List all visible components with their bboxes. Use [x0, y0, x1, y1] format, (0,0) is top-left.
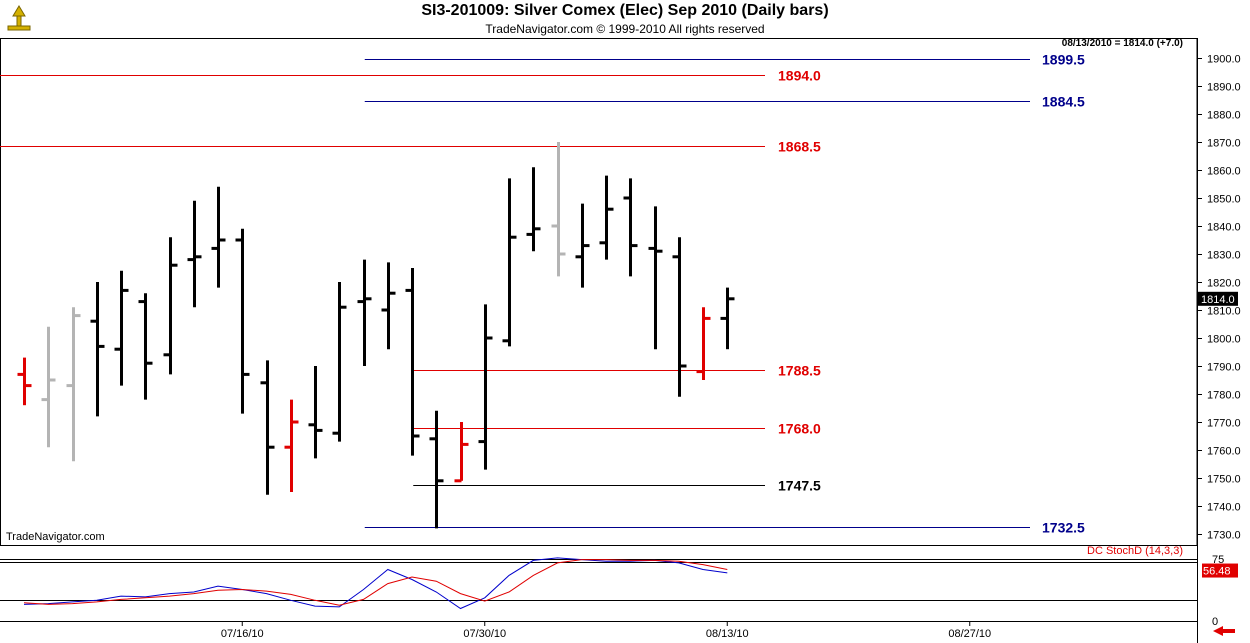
- stochastic-line-red: [23, 559, 728, 606]
- date-axis: 07/16/10 07/30/10 08/13/10 08/27/10: [221, 621, 1235, 640]
- ohlc-bar: [41, 326, 56, 448]
- price-tick-label: 1850.0: [1207, 194, 1241, 206]
- stochastic-tick-label: 75: [1212, 554, 1224, 566]
- ohlc-bar: [478, 304, 493, 470]
- ohlc-bar: [551, 142, 566, 277]
- price-tick-label: 1890.0: [1207, 82, 1241, 94]
- price-axis: 1730.0 1740.0 1750.0 1760.0 1770.0 1780.0 1790…: [6, 38, 1241, 543]
- date-tick-label: 08/13/10: [706, 628, 749, 640]
- ohlc-bar: [235, 228, 250, 414]
- ohlc-bar: [17, 357, 32, 406]
- price-tick-label: 1790.0: [1207, 362, 1241, 374]
- ohlc-bar: [672, 237, 687, 397]
- ohlc-bar: [429, 410, 444, 529]
- stochastic-value-box: [1202, 563, 1238, 578]
- trade-navigator-logo-icon[interactable]: [4, 4, 34, 37]
- ohlc-bar: [114, 270, 129, 386]
- price-tick-label: 1880.0: [1207, 110, 1241, 122]
- ohlc-bar: [163, 237, 178, 375]
- price-panel-frame: [0, 38, 1198, 546]
- level-label: 1899.5: [1042, 52, 1085, 68]
- scroll-left-arrow-shaft: [1223, 629, 1235, 633]
- last-price-box: [1198, 291, 1238, 306]
- ohlc-bar: [648, 206, 663, 350]
- price-tick-label: 1900.0: [1207, 54, 1241, 66]
- price-tick-label: 1800.0: [1207, 334, 1241, 346]
- price-tick-label: 1760.0: [1207, 446, 1241, 458]
- ohlc-bar: [502, 178, 517, 347]
- ohlc-bar: [454, 422, 469, 483]
- ohlc-bar: [90, 282, 105, 417]
- price-tick-label: 1860.0: [1207, 166, 1241, 178]
- price-tick-label: 1770.0: [1207, 418, 1241, 430]
- ohlc-bar: [211, 186, 226, 288]
- grid-layer: [0, 38, 1198, 643]
- chart-title: SI3-201009: Silver Comex (Elec) Sep 2010…: [421, 2, 829, 19]
- price-tick-label: 1840.0: [1207, 222, 1241, 234]
- stochastic-panel: 0 75 DC StochD (14,3,3) 56.48: [0, 545, 1238, 628]
- date-tick-label: 07/16/10: [221, 628, 264, 640]
- ohlc-bar: [526, 167, 541, 252]
- ohlc-bar: [284, 399, 299, 492]
- ohlc-bar: [381, 262, 396, 350]
- ohlc-bar: [357, 259, 372, 366]
- level-label: 1884.5: [1042, 94, 1085, 110]
- price-tick-label: 1780.0: [1207, 390, 1241, 402]
- level-label: 1768.0: [778, 421, 821, 437]
- level-label: 1868.5: [778, 139, 821, 155]
- ohlc-bar: [138, 293, 153, 400]
- ohlc-bar: [308, 366, 323, 459]
- ohlc-bar: [720, 287, 735, 350]
- level-label: 1732.5: [1042, 520, 1085, 536]
- stochastic-tick-label: 0: [1212, 616, 1218, 628]
- date-tick-label: 07/30/10: [463, 628, 506, 640]
- level-label: 1788.5: [778, 363, 821, 379]
- level-label: 1747.5: [778, 478, 821, 494]
- ohlc-bar: [260, 360, 275, 495]
- watermark-label: TradeNavigator.com: [6, 531, 105, 543]
- ohlc-bar: [332, 282, 347, 442]
- ohlc-bar: [575, 203, 590, 288]
- stochastic-title: DC StochD (14,3,3): [1087, 545, 1183, 557]
- ohlc-bar: [66, 307, 81, 462]
- date-tick-label: 08/27/10: [948, 628, 991, 640]
- last-price-readout: 08/13/2010 = 1814.0 (+7.0): [1062, 38, 1183, 49]
- ohlc-bar: [405, 268, 420, 456]
- price-tick-label: 1820.0: [1207, 278, 1241, 290]
- stochastic-line-blue: [23, 557, 728, 610]
- price-tick-label: 1810.0: [1207, 306, 1241, 318]
- price-tick-label: 1830.0: [1207, 250, 1241, 262]
- ohlc-bar: [599, 175, 614, 260]
- price-tick-label: 1870.0: [1207, 138, 1241, 150]
- bars-layer: [17, 142, 735, 529]
- ohlc-bar: [696, 307, 711, 380]
- stochastic-value-label: 56.48: [1203, 566, 1231, 578]
- scroll-left-arrow-icon: [1213, 626, 1223, 636]
- price-tick-label: 1730.0: [1207, 530, 1241, 542]
- levels-layer: 1899.5 1894.0 1884.5 1868.5 1788.5 1768.0 1747…: [0, 52, 1085, 536]
- copyright-notice: TradeNavigator.com © 1999-2010 All right…: [485, 22, 765, 36]
- ohlc-bar: [187, 200, 202, 308]
- price-tick-label: 1740.0: [1207, 502, 1241, 514]
- last-price-label: 1814.0: [1201, 294, 1235, 306]
- level-label: 1894.0: [778, 68, 821, 84]
- ohlc-bar: [623, 178, 638, 277]
- price-tick-label: 1750.0: [1207, 474, 1241, 486]
